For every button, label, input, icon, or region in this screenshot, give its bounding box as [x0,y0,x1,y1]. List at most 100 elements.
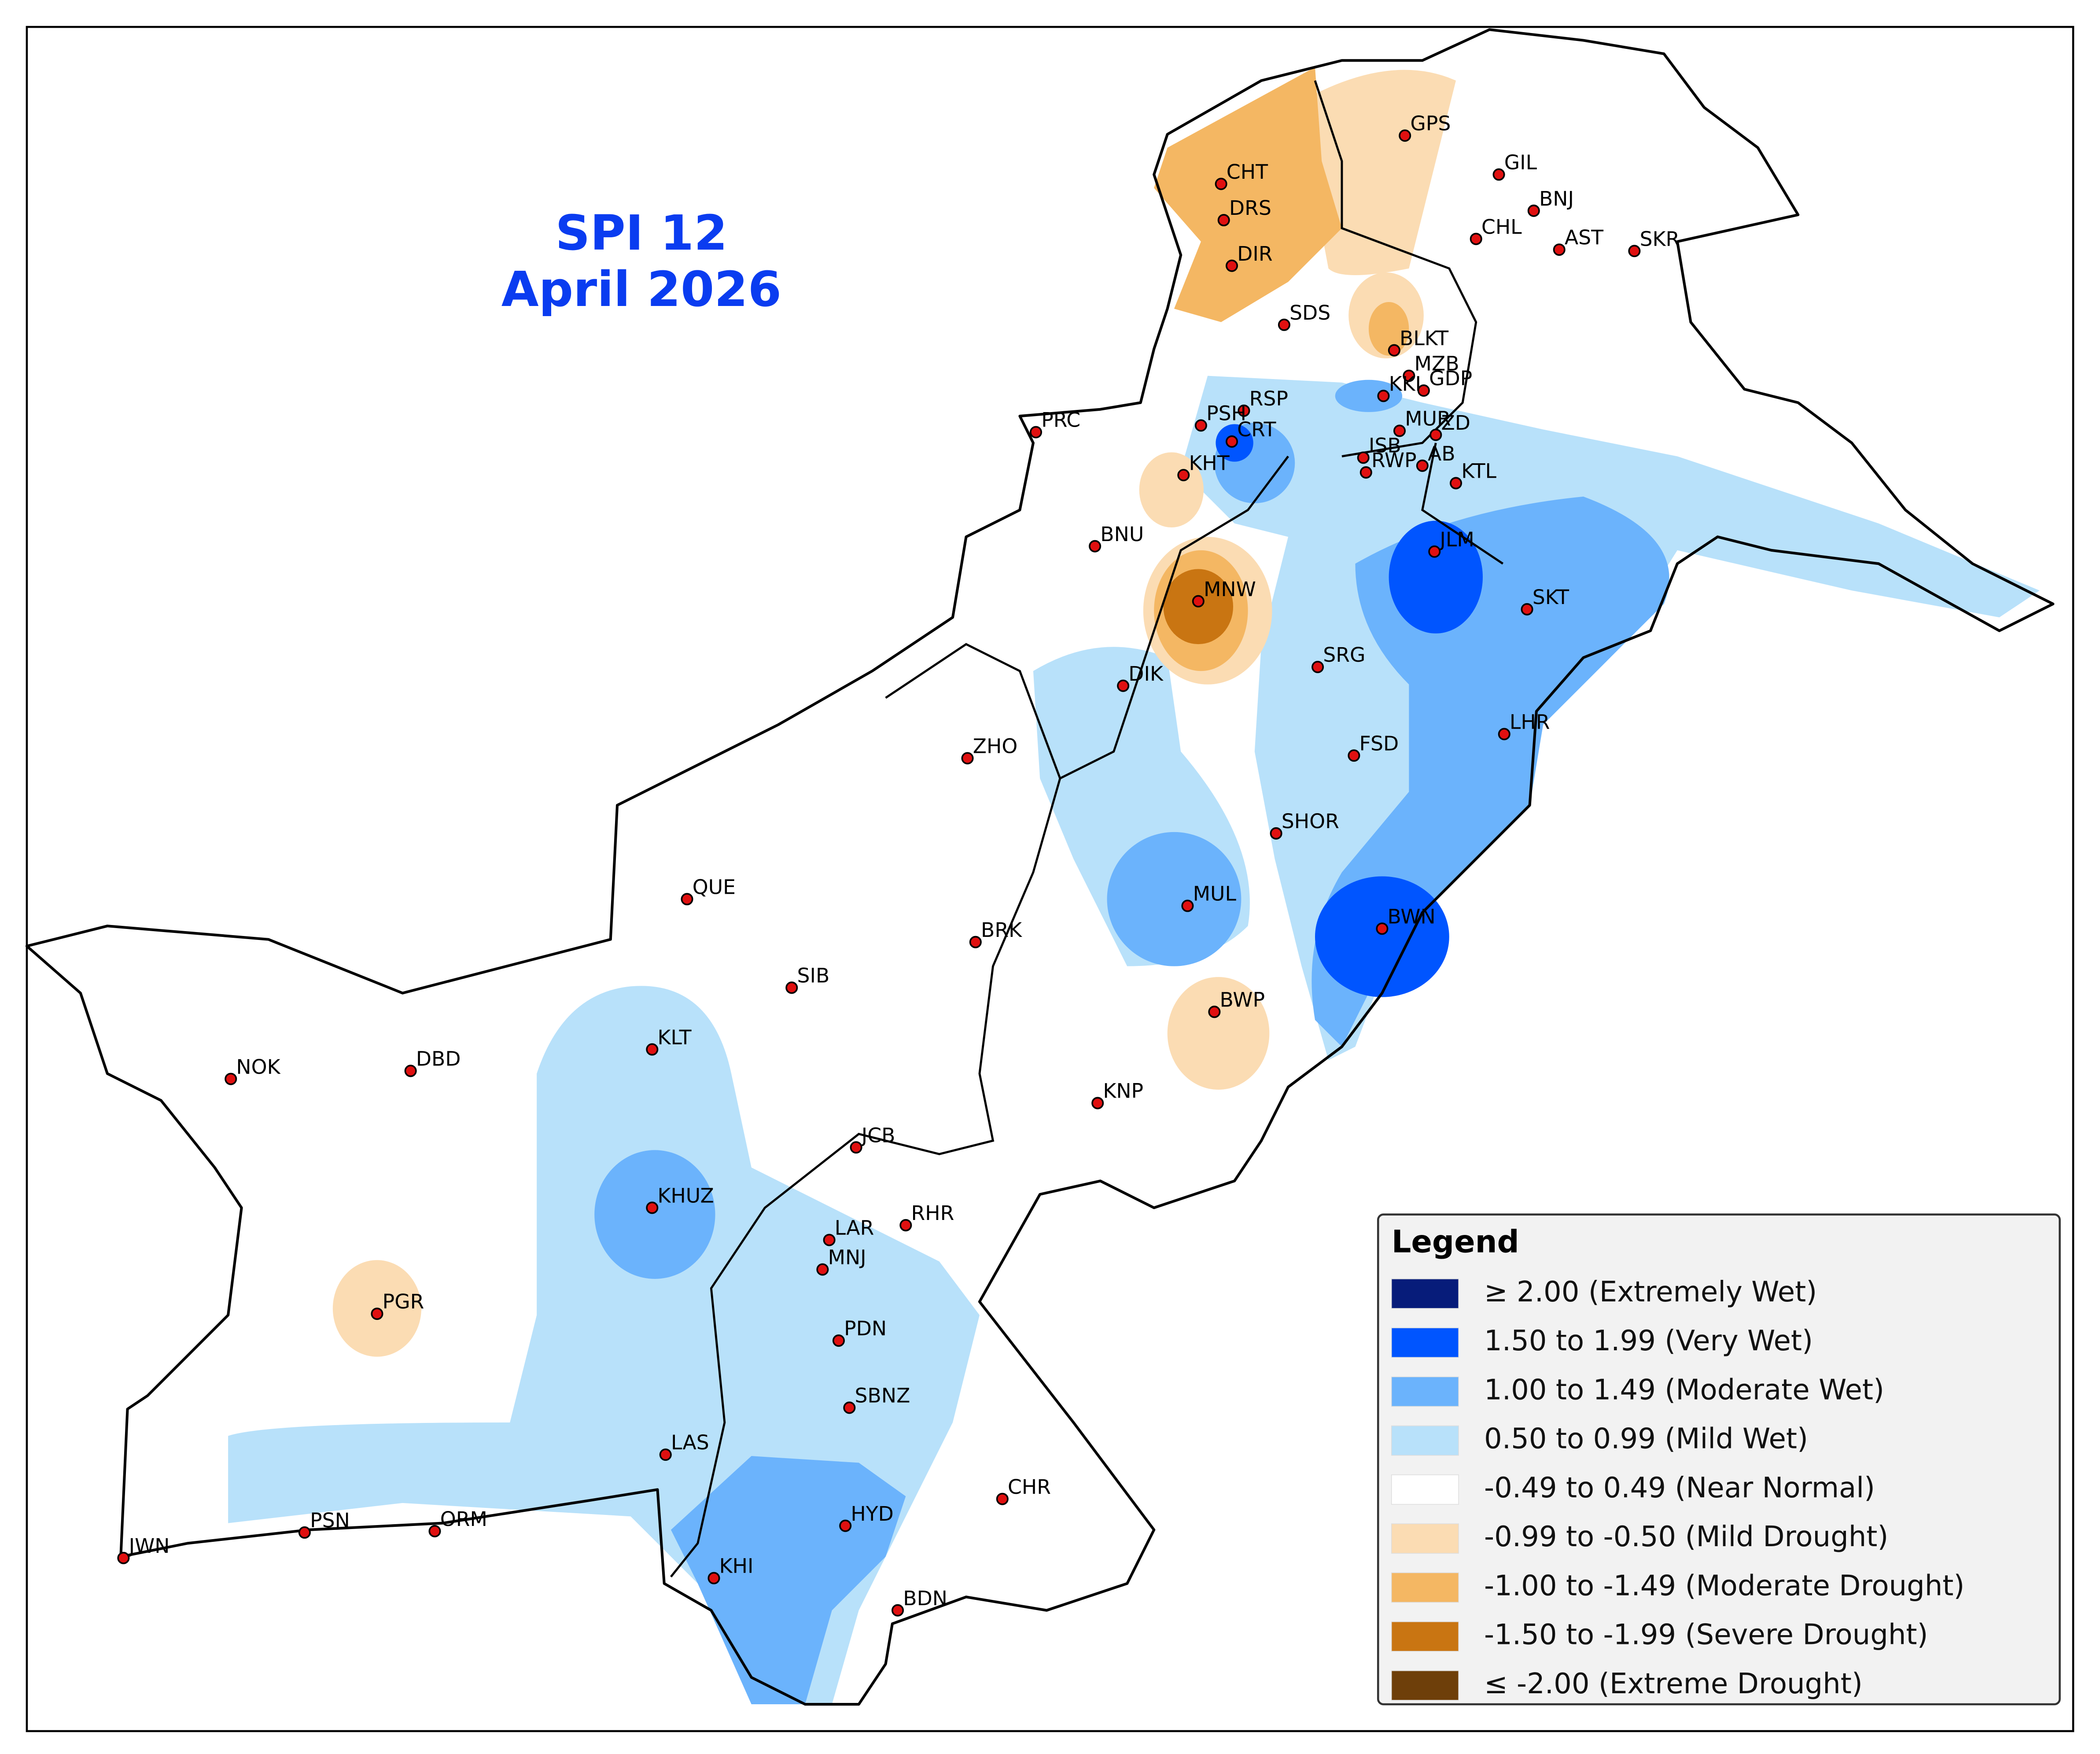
station-label: LHR [1510,711,1550,734]
spi-region [1167,977,1270,1090]
station-dot [969,936,982,948]
station-dot [1521,603,1533,615]
station-label: CRT [1237,418,1276,441]
station-label: SIB [797,964,829,988]
legend-swatch [1391,1621,1459,1652]
station-dot [707,1572,720,1584]
station-label: SHOR [1282,810,1339,833]
station-dot [839,1519,852,1532]
station-label: ISB [1369,434,1401,457]
station-label: ORM [440,1507,487,1531]
station-dot [1091,1097,1104,1109]
station-label: DRS [1229,196,1271,220]
station-dot [1403,369,1415,382]
station-dot [1393,424,1406,437]
station-dot [1225,435,1238,448]
station-label: CHL [1481,215,1522,239]
legend-label: 0.50 to 0.99 (Mild Wet) [1484,1423,1808,1456]
station-label: SDS [1289,301,1330,324]
station-label: MUL [1193,882,1237,906]
station-dot [1470,232,1482,245]
station-dot [1217,214,1230,227]
map-title: SPI 12 [555,205,727,261]
station-label: ZD [1441,411,1470,435]
station-label: BNU [1100,523,1144,546]
station-dot [1029,426,1043,438]
station-dot [646,1201,659,1214]
station-dot [843,1401,856,1414]
station-label: PSN [310,1509,350,1532]
station-label: PGR [383,1290,424,1313]
station-dot [371,1308,383,1320]
station-dot [1416,459,1429,472]
legend-label: 1.50 to 1.99 (Very Wet) [1484,1325,1813,1357]
station-label: RSP [1249,387,1288,410]
station-dot [298,1526,311,1539]
station-dot [1628,245,1641,258]
station-label: KNP [1103,1080,1143,1103]
station-dot [1215,177,1227,190]
station-dot [1208,1006,1221,1018]
station-label: KTL [1461,460,1496,483]
station-dot [892,1604,904,1617]
spi-region [1154,67,1342,322]
spi-region [1308,70,1456,276]
station-label: PSH [1206,402,1246,425]
station-dot [1278,318,1290,331]
station-dot [1376,922,1389,935]
station-label: BNJ [1539,187,1574,210]
station-label: KHT [1189,451,1230,475]
legend-title: Legend [1392,1224,1519,1260]
legend-swatch [1391,1376,1459,1407]
station-dot [225,1072,237,1085]
legend-label: ≥ 2.00 (Extremely Wet) [1484,1276,1817,1308]
station-label: KHI [719,1555,754,1578]
legend: Legend ≥ 2.00 (Extremely Wet) 1.50 to 1.9… [1377,1213,2061,1706]
station-dot [1192,595,1205,608]
legend-swatch [1391,1425,1459,1456]
station-label: GDP [1429,367,1472,390]
station-dot [1429,428,1442,441]
station-dot [1312,660,1324,674]
station-dot [1428,545,1441,558]
legend-label: -0.99 to -0.50 (Mild Drought) [1484,1521,1888,1553]
station-label: FSD [1359,732,1399,755]
station-label: DBD [416,1047,461,1071]
station-label: MUR [1405,407,1451,431]
station-dot [1194,419,1207,432]
station-dot [681,893,693,906]
station-dot [1527,204,1540,217]
station-label: PDN [844,1317,887,1340]
map-subtitle: April 2026 [501,261,781,317]
station-dot [1117,679,1130,692]
station-label: SBNZ [855,1384,910,1408]
station-dot [1553,243,1566,256]
station-dot [1399,129,1411,142]
station-dot [428,1525,441,1537]
spi-region [1389,520,1483,634]
map-frame [26,26,2074,1732]
station-label: KKI [1389,372,1421,395]
station-label: SRG [1323,643,1365,667]
station-dot [816,1263,829,1276]
legend-label: -1.50 to -1.99 (Severe Drought) [1484,1619,1928,1651]
station-dot [1348,749,1360,762]
station-dot [1417,384,1430,397]
station-dot [996,1492,1009,1505]
station-dot [404,1065,417,1077]
station-label: MZB [1415,352,1459,376]
station-dot [1357,451,1370,464]
station-label: MNJ [828,1246,866,1269]
legend-label: 1.00 to 1.49 (Moderate Wet) [1484,1374,1884,1406]
legend-swatch [1391,1523,1459,1554]
station-label: RHR [911,1201,954,1225]
station-label: JLM [1438,528,1474,551]
station-label: KHUZ [657,1184,714,1207]
station-dot [850,1141,862,1154]
station-label: QUE [693,875,736,899]
station-label: BLKT [1400,327,1449,350]
station-dot [1181,899,1194,912]
station-label: KLT [657,1026,692,1049]
